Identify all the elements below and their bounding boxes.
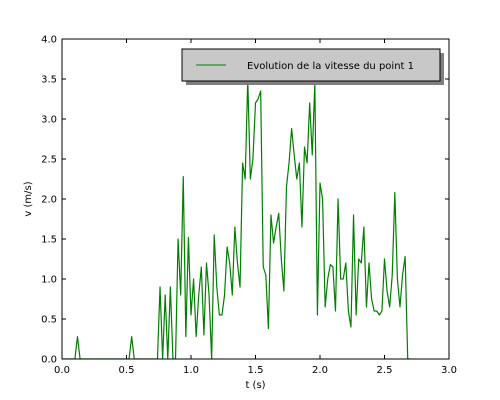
y-tick-label: 2.5 (41, 155, 57, 166)
x-tick-label: 3.0 (441, 365, 457, 376)
y-tick-label: 0.0 (41, 355, 57, 366)
legend: Evolution de la vitesse du point 1 (181, 48, 444, 85)
x-tick-label: 1.5 (248, 365, 264, 376)
plot-area (62, 78, 411, 359)
y-tick-label: 3.5 (41, 75, 57, 86)
y-tick-label: 0.5 (41, 315, 57, 326)
x-tick-label: 2.0 (312, 365, 328, 376)
y-tick-label: 3.0 (41, 115, 57, 126)
series-layer (62, 78, 411, 359)
legend-label: Evolution de la vitesse du point 1 (247, 61, 414, 72)
y-tick-label: 2.0 (41, 195, 57, 206)
x-tick-label: 0.0 (54, 365, 70, 376)
y-axis-label: v (m/s) (23, 181, 34, 216)
x-tick-label: 0.5 (119, 365, 135, 376)
series-line-0 (62, 78, 411, 359)
y-tick-label: 4.0 (41, 35, 57, 46)
x-axis-label: t (s) (245, 380, 265, 391)
x-tick-label: 1.0 (183, 365, 199, 376)
y-tick-label: 1.5 (41, 235, 57, 246)
ticks-layer: 0.0 0.5 1.0 1.5 2.0 2.5 3.0 0.0 0.5 1.0 1.5 2.0 2.5 3… (41, 35, 457, 377)
y-tick-label: 1.0 (41, 275, 57, 286)
x-tick-label: 2.5 (377, 365, 393, 376)
